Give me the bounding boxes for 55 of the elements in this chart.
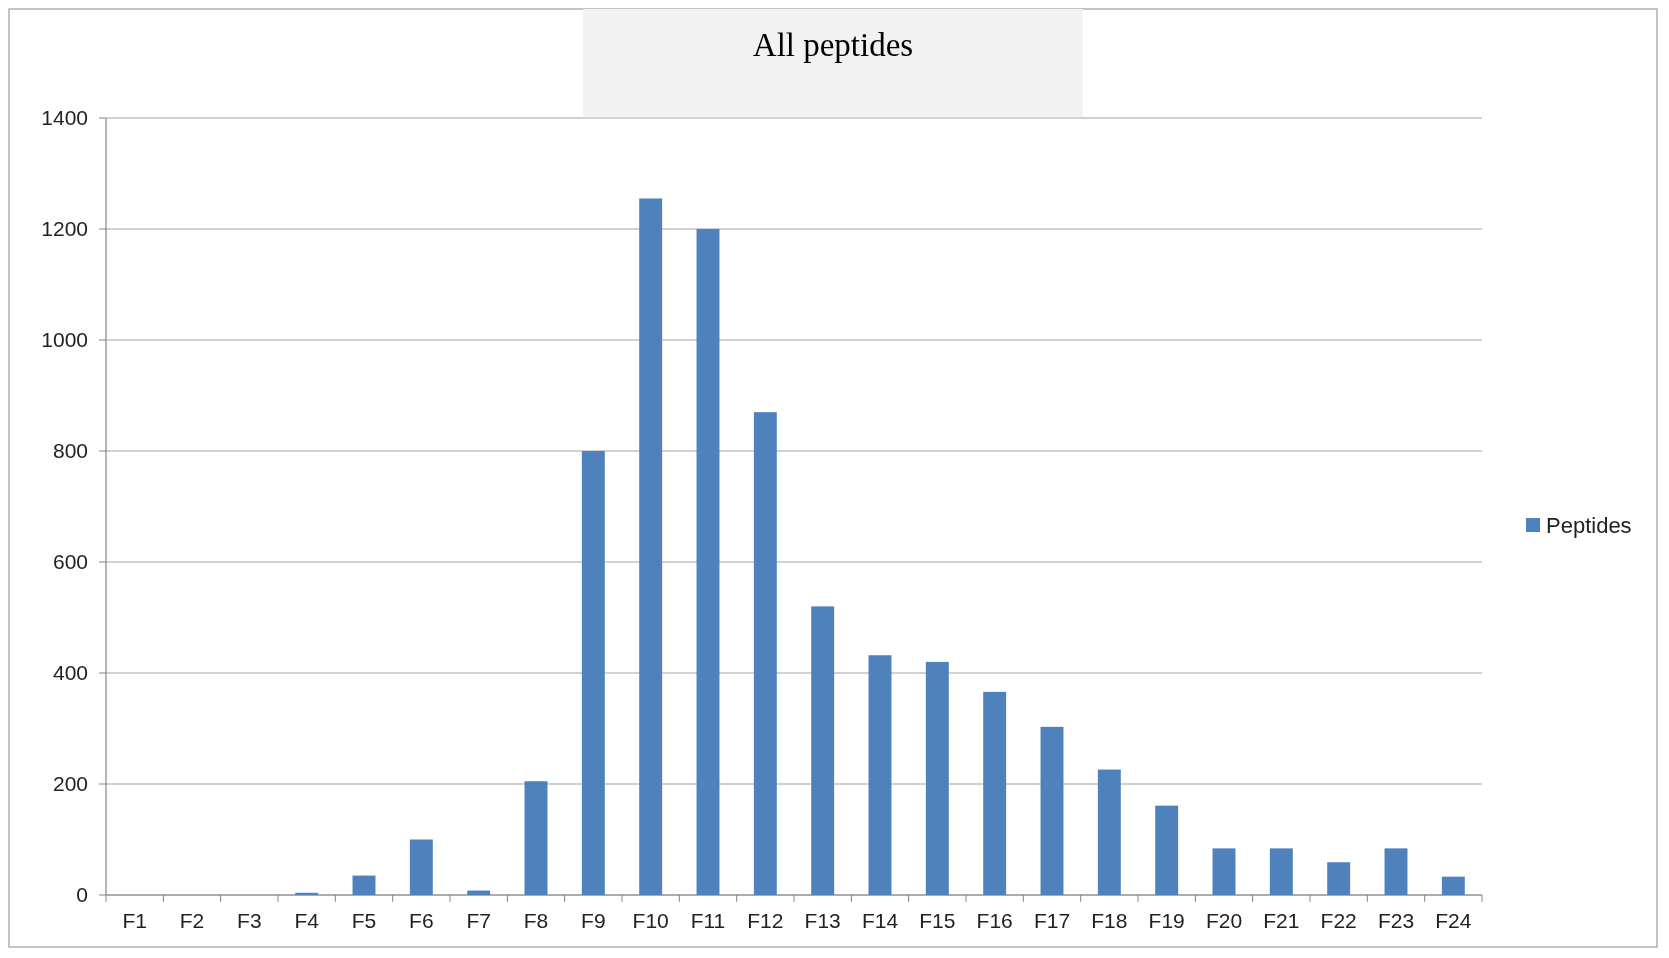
x-tick-label: F7 [466, 909, 491, 932]
x-tick-label: F8 [523, 909, 549, 932]
x-tick-label: F11 [690, 909, 726, 932]
x-tick-label: F6 [409, 909, 434, 932]
x-tick-label: F10 [632, 909, 669, 932]
x-tick-label: F5 [351, 909, 377, 932]
y-tick-label: 800 [52, 439, 88, 463]
bar [352, 875, 376, 895]
x-tick-label: F12 [747, 909, 784, 932]
x-tick-label: F24 [1435, 909, 1472, 932]
bar [1269, 848, 1293, 895]
bar [1212, 848, 1236, 895]
x-tick-label: F14 [861, 909, 899, 932]
chart-title: All peptides [752, 27, 914, 63]
y-tick-label: 200 [52, 772, 88, 796]
y-tick-label: 1400 [41, 106, 88, 130]
y-tick-label: 600 [52, 550, 88, 574]
bar [753, 412, 777, 895]
bar [1327, 862, 1351, 895]
bar [1441, 876, 1465, 895]
y-tick-label: 1200 [41, 217, 88, 241]
y-tick-label: 0 [76, 883, 88, 907]
legend-label: Peptides [1546, 512, 1632, 538]
bar [696, 229, 720, 895]
bar [409, 839, 433, 895]
x-tick-label: F17 [1033, 909, 1071, 932]
bar [1384, 848, 1408, 895]
x-tick-label: F13 [804, 909, 841, 932]
x-tick-label: F19 [1148, 909, 1185, 932]
bar [925, 661, 949, 895]
bar [983, 691, 1007, 895]
x-tick-label: F9 [581, 909, 606, 932]
bar [1040, 726, 1064, 895]
x-tick-label: F1 [122, 909, 147, 932]
x-tick-label: F2 [179, 909, 205, 932]
x-tick-label: F4 [294, 909, 320, 932]
x-tick-label: F15 [919, 909, 956, 932]
x-tick-label: F16 [976, 909, 1013, 932]
bar [295, 892, 319, 895]
bar [581, 451, 605, 895]
x-tick-label: F21 [1263, 909, 1300, 932]
bar [868, 655, 892, 895]
bar [524, 781, 548, 895]
x-tick-label: F23 [1377, 909, 1415, 932]
bar [1155, 805, 1179, 895]
x-tick-label: F22 [1320, 909, 1357, 932]
bar [811, 606, 835, 895]
x-tick-label: F18 [1091, 909, 1128, 932]
x-tick-label: F20 [1205, 909, 1243, 932]
y-tick-label: 400 [52, 661, 88, 685]
y-tick-label: 1000 [41, 328, 88, 352]
bar [467, 890, 491, 895]
x-tick-label: F3 [237, 909, 262, 932]
bar [639, 198, 663, 895]
bar [1097, 769, 1121, 895]
